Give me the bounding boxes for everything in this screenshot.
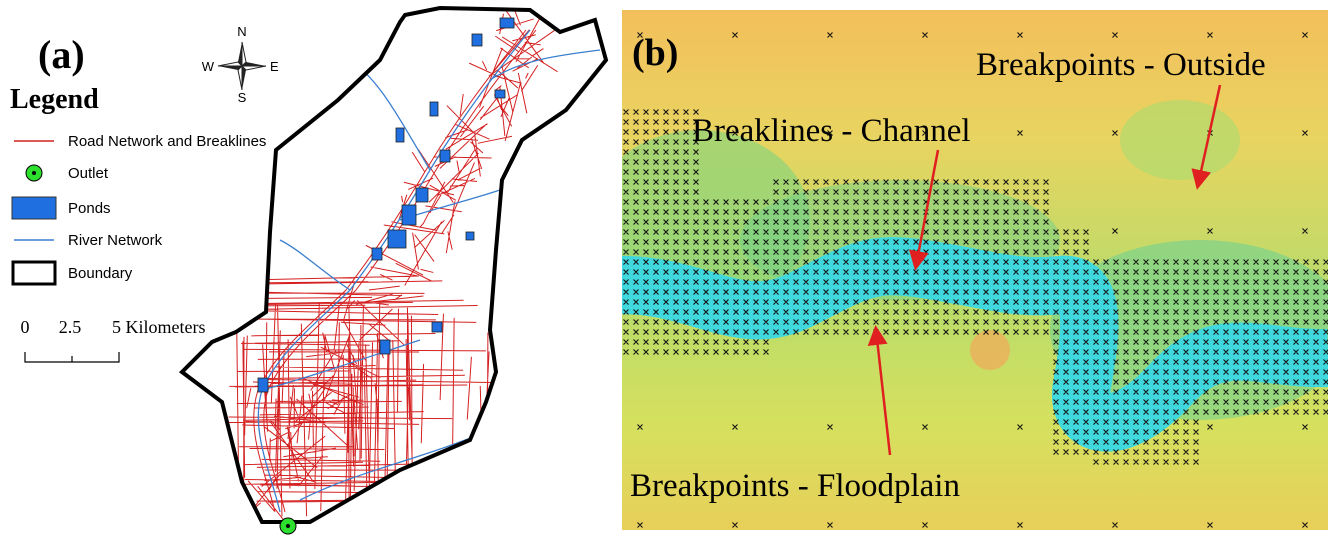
annotation: Breaklines - Channel xyxy=(692,113,971,149)
figure: (a) Legend N S E W Road Network and Brea… xyxy=(0,0,1328,536)
compass-s: S xyxy=(238,90,247,105)
legend-symbol xyxy=(13,262,55,284)
page: (a) Legend N S E W Road Network and Brea… xyxy=(0,0,1328,536)
scale-label: 2.5 xyxy=(59,317,82,337)
compass-e: E xyxy=(270,59,279,74)
scale-label: 0 xyxy=(21,317,30,337)
legend-label: River Network xyxy=(68,232,163,249)
legend-label: Road Network and Breaklines xyxy=(68,133,266,150)
panel-a: (a) Legend N S E W Road Network and Brea… xyxy=(10,0,606,534)
panel-label: (a) xyxy=(38,32,85,77)
compass: N S E W xyxy=(202,24,279,105)
compass-w: W xyxy=(202,59,215,74)
panel-b xyxy=(590,10,1328,530)
legend: Road Network and Breaklines Outlet Ponds… xyxy=(12,133,266,284)
legend-label: Ponds xyxy=(68,200,111,217)
legend-title: Legend xyxy=(10,84,99,115)
compass-n: N xyxy=(237,24,246,39)
scale-bar: 0 2.5 5 Kilometers xyxy=(21,317,206,362)
annotation: Breakpoints - Floodplain xyxy=(630,468,960,504)
legend-label: Boundary xyxy=(68,265,133,282)
panel-label: (b) xyxy=(632,32,678,74)
legend-label: Outlet xyxy=(68,165,109,182)
scale-label: 5 Kilometers xyxy=(112,317,205,337)
annotation: Breakpoints - Outside xyxy=(976,47,1266,83)
legend-symbol xyxy=(12,197,56,219)
